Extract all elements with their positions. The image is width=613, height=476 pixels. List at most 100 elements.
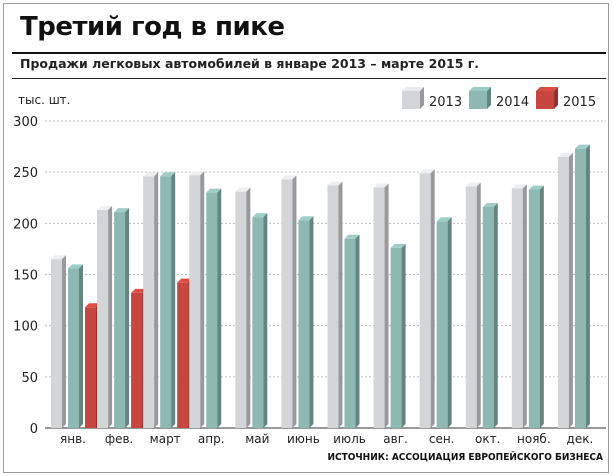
x-tick-label: март xyxy=(150,432,181,446)
bar-side xyxy=(79,264,83,428)
legend-label: 2014 xyxy=(496,95,529,110)
bar-side xyxy=(62,255,66,428)
bar-top xyxy=(281,175,297,180)
bar xyxy=(574,148,586,428)
bar xyxy=(114,212,126,428)
legend-swatch-top xyxy=(536,87,558,91)
bar-side xyxy=(171,172,176,428)
bar-top xyxy=(51,255,66,260)
bar-side xyxy=(200,171,205,428)
bar xyxy=(177,282,189,428)
x-tick-label: дек. xyxy=(567,432,594,446)
bar xyxy=(51,259,62,428)
legend-swatch-side xyxy=(420,87,424,109)
bar-top xyxy=(143,172,159,177)
y-axis-label: тыс. шт. xyxy=(18,93,70,107)
y-tick-label: 200 xyxy=(13,217,38,232)
bar xyxy=(160,176,172,428)
x-tick-label: янв. xyxy=(60,432,86,446)
bar-side xyxy=(476,182,481,428)
chart-source: ИСТОЧНИК: АССОЦИАЦИЯ ЕВРОПЕЙСКОГО БИЗНЕС… xyxy=(327,452,604,463)
bar-top xyxy=(160,172,176,177)
x-tick-label: окт. xyxy=(475,432,500,446)
bar xyxy=(298,220,310,428)
bar-side xyxy=(493,202,498,428)
bar xyxy=(373,187,385,428)
bar-side xyxy=(246,187,251,428)
bar-top xyxy=(252,213,268,218)
bar-side xyxy=(585,144,590,428)
legend-label: 2013 xyxy=(429,95,462,110)
legend-swatch-top xyxy=(402,87,424,91)
bar xyxy=(85,307,96,428)
bar xyxy=(206,192,218,428)
x-tick-label: сен. xyxy=(429,432,455,446)
subtitle-rule xyxy=(12,78,606,79)
bar-top xyxy=(327,181,343,186)
bar-top xyxy=(298,216,314,221)
chart-subtitle: Продажи легковых автомобилей в январе 20… xyxy=(20,56,480,71)
x-tick-label: авг. xyxy=(383,432,408,446)
bar-top xyxy=(528,185,544,190)
x-tick-label: нояб. xyxy=(517,432,551,446)
legend-label: 2015 xyxy=(563,95,596,110)
bar xyxy=(143,176,155,428)
bar-side xyxy=(568,152,573,429)
bar-top xyxy=(114,208,130,213)
bar xyxy=(390,247,402,428)
x-tick-label: май xyxy=(245,432,269,446)
bar-top xyxy=(235,187,251,192)
bar xyxy=(465,186,477,428)
x-tick-label: фев. xyxy=(105,432,134,446)
legend-swatch xyxy=(402,91,420,109)
bar-side xyxy=(263,213,268,428)
bar xyxy=(436,221,448,428)
bar-side xyxy=(430,169,435,428)
bar-top xyxy=(206,188,222,193)
bar-top xyxy=(511,184,527,189)
x-tick-label: июль xyxy=(333,432,366,446)
y-tick-label: 100 xyxy=(13,320,38,335)
bar xyxy=(557,156,569,429)
y-tick-label: 0 xyxy=(30,422,38,437)
bar-side xyxy=(125,208,130,428)
bar xyxy=(281,179,293,428)
bar-side xyxy=(108,206,113,428)
bar xyxy=(235,191,247,428)
bar-top xyxy=(189,171,205,176)
y-tick-label: 300 xyxy=(13,115,38,130)
chart-title: Третий год в пике xyxy=(20,12,285,42)
bar xyxy=(482,206,494,428)
y-tick-label: 250 xyxy=(13,166,38,181)
bar-top xyxy=(97,206,113,211)
bar xyxy=(97,210,109,428)
x-tick-label: апр. xyxy=(198,432,225,446)
bar xyxy=(252,217,264,428)
bar xyxy=(344,238,356,428)
bar-side xyxy=(355,234,360,428)
bar-top xyxy=(131,288,147,293)
x-tick-label: июнь xyxy=(287,432,320,446)
bar xyxy=(327,185,339,428)
bar-side xyxy=(154,172,159,428)
bar-side xyxy=(338,181,343,428)
title-rule xyxy=(12,52,606,54)
bar-top xyxy=(482,202,498,207)
bar-side xyxy=(522,184,527,428)
bar-top xyxy=(68,264,83,269)
bar-side xyxy=(539,185,544,428)
bar-top xyxy=(436,217,452,222)
bar-side xyxy=(401,243,406,428)
bar-side xyxy=(447,217,452,428)
y-tick-label: 50 xyxy=(21,371,38,386)
legend-swatch xyxy=(536,91,554,109)
y-tick-label: 150 xyxy=(13,269,38,284)
bar-top xyxy=(390,243,406,248)
bar xyxy=(189,175,201,428)
bar xyxy=(528,189,540,428)
bar-top xyxy=(574,144,590,149)
bar-side xyxy=(384,183,389,428)
bar-top xyxy=(373,183,389,188)
bar-side xyxy=(292,175,297,428)
bar xyxy=(511,188,523,428)
